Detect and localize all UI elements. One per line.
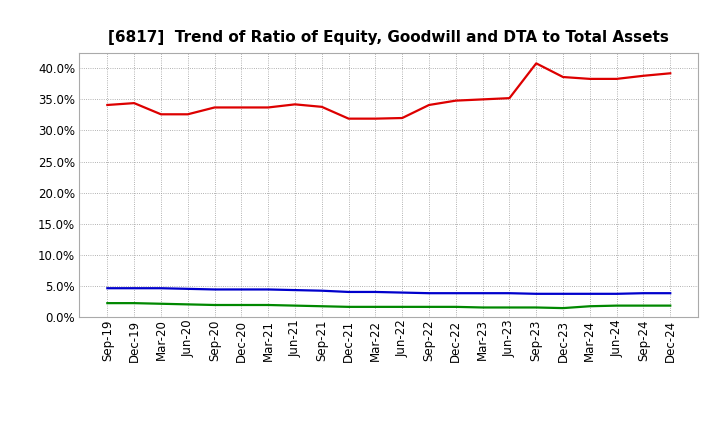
Goodwill — [425, 290, 433, 296]
Deferred Tax Assets — [398, 304, 407, 309]
Deferred Tax Assets — [184, 302, 192, 307]
Equity — [585, 76, 594, 81]
Deferred Tax Assets — [612, 303, 621, 308]
Goodwill — [559, 291, 567, 297]
Goodwill — [264, 287, 272, 292]
Equity — [666, 71, 675, 76]
Deferred Tax Assets — [344, 304, 353, 309]
Equity — [398, 115, 407, 121]
Goodwill — [371, 290, 379, 295]
Goodwill — [639, 290, 648, 296]
Equity — [639, 73, 648, 78]
Goodwill — [451, 290, 460, 296]
Equity — [103, 103, 112, 108]
Equity — [505, 95, 514, 101]
Equity — [478, 97, 487, 102]
Equity — [291, 102, 300, 107]
Line: Goodwill: Goodwill — [107, 288, 670, 294]
Deferred Tax Assets — [559, 305, 567, 311]
Equity — [237, 105, 246, 110]
Goodwill — [344, 290, 353, 295]
Goodwill — [612, 291, 621, 297]
Goodwill — [103, 286, 112, 291]
Deferred Tax Assets — [371, 304, 379, 309]
Goodwill — [478, 290, 487, 296]
Goodwill — [157, 286, 166, 291]
Equity — [532, 61, 541, 66]
Equity — [559, 74, 567, 80]
Deferred Tax Assets — [318, 304, 326, 309]
Equity — [451, 98, 460, 103]
Goodwill — [505, 290, 514, 296]
Line: Deferred Tax Assets: Deferred Tax Assets — [107, 303, 670, 308]
Deferred Tax Assets — [237, 302, 246, 308]
Title: [6817]  Trend of Ratio of Equity, Goodwill and DTA to Total Assets: [6817] Trend of Ratio of Equity, Goodwil… — [109, 29, 669, 45]
Goodwill — [532, 291, 541, 297]
Deferred Tax Assets — [210, 302, 219, 308]
Equity — [264, 105, 272, 110]
Equity — [612, 76, 621, 81]
Deferred Tax Assets — [666, 303, 675, 308]
Goodwill — [398, 290, 407, 295]
Goodwill — [585, 291, 594, 297]
Goodwill — [291, 287, 300, 293]
Equity — [318, 104, 326, 110]
Goodwill — [318, 288, 326, 293]
Equity — [344, 116, 353, 121]
Goodwill — [210, 287, 219, 292]
Deferred Tax Assets — [291, 303, 300, 308]
Line: Equity: Equity — [107, 63, 670, 119]
Equity — [425, 103, 433, 108]
Deferred Tax Assets — [157, 301, 166, 306]
Equity — [371, 116, 379, 121]
Goodwill — [184, 286, 192, 291]
Deferred Tax Assets — [505, 305, 514, 310]
Deferred Tax Assets — [585, 304, 594, 309]
Equity — [184, 112, 192, 117]
Deferred Tax Assets — [451, 304, 460, 309]
Deferred Tax Assets — [425, 304, 433, 309]
Deferred Tax Assets — [264, 302, 272, 308]
Goodwill — [130, 286, 138, 291]
Deferred Tax Assets — [130, 301, 138, 306]
Deferred Tax Assets — [532, 305, 541, 310]
Equity — [130, 100, 138, 106]
Deferred Tax Assets — [639, 303, 648, 308]
Equity — [210, 105, 219, 110]
Goodwill — [237, 287, 246, 292]
Deferred Tax Assets — [103, 301, 112, 306]
Deferred Tax Assets — [478, 305, 487, 310]
Equity — [157, 112, 166, 117]
Goodwill — [666, 290, 675, 296]
